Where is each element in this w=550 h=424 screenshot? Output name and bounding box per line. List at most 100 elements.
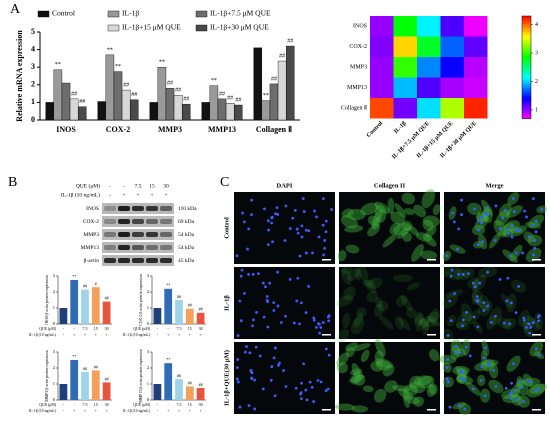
nucleus	[272, 309, 276, 312]
cell-stain	[429, 349, 440, 362]
y-tick-label: 4	[31, 44, 35, 53]
significance-label: **	[72, 354, 76, 359]
cell-stain	[403, 384, 418, 396]
nucleus	[514, 311, 518, 315]
cell-stain	[371, 216, 382, 230]
nucleus	[324, 347, 328, 351]
nucleus	[238, 405, 242, 409]
nucleus	[465, 311, 468, 314]
heatmap-cell	[464, 98, 488, 119]
blot-band	[160, 219, 172, 224]
nucleus	[494, 385, 498, 388]
nucleus	[477, 219, 480, 223]
blot-size-label: 54 kDa	[178, 232, 195, 238]
cell-stain	[415, 232, 433, 242]
blot-row-label: β-actin	[84, 258, 100, 264]
colorbar-frame	[521, 15, 532, 119]
nucleus	[288, 277, 292, 281]
nucleus	[449, 274, 453, 278]
cell-stain	[375, 360, 392, 371]
cell-stain	[347, 209, 366, 221]
heatmap-cell	[417, 36, 441, 57]
heatmap-cell	[417, 77, 441, 98]
x-row-name: QUE (μM)	[133, 327, 150, 331]
blot-header-label: +	[122, 192, 125, 198]
blot-band	[118, 232, 130, 237]
bar	[91, 287, 100, 324]
y-tick-label: 5	[31, 27, 35, 36]
heatmap-cell	[393, 57, 417, 78]
row-header: IL-1β+QUE(30 μM)	[223, 350, 230, 406]
significance-label: **	[55, 62, 61, 68]
blot-band	[146, 232, 158, 237]
nucleus	[317, 235, 321, 239]
cell-stain	[336, 352, 350, 367]
bar	[181, 103, 191, 121]
bar	[81, 372, 89, 400]
bar	[164, 363, 173, 400]
x-row-label: +	[199, 332, 202, 337]
blot-band	[160, 232, 172, 237]
blot-size-label: 54 kDa	[178, 245, 195, 251]
cell-stain	[420, 250, 438, 260]
nucleus	[253, 378, 257, 382]
heatmap-cell	[370, 36, 394, 57]
legend-label: IL-1β	[122, 9, 139, 18]
blot-band	[118, 258, 130, 263]
nucleus	[504, 386, 508, 390]
bar	[70, 280, 79, 324]
nucleus	[321, 223, 325, 227]
nucleus	[531, 321, 535, 324]
y-tick-label: 1	[53, 381, 55, 386]
scale-bar	[322, 334, 331, 336]
cell-stain	[414, 313, 425, 327]
colorbar-step	[522, 46, 531, 50]
y-axis-label: Relative mRNA expression	[15, 30, 24, 122]
cell-stain	[374, 350, 384, 366]
legend-swatch	[107, 10, 120, 18]
nucleus	[240, 268, 244, 272]
nucleus	[481, 240, 484, 244]
nucleus	[506, 276, 510, 280]
x-row-label: 30	[105, 402, 109, 407]
nucleus	[452, 220, 456, 224]
nucleus	[327, 319, 331, 323]
heatmap-cell	[417, 98, 441, 119]
colorbar-step	[522, 100, 531, 104]
micrograph	[339, 192, 440, 264]
micrograph	[234, 267, 335, 339]
nucleus	[236, 380, 240, 384]
nucleus	[307, 285, 311, 288]
nucleus	[291, 216, 295, 220]
x-row-label: -	[63, 408, 65, 413]
cell-stain	[406, 282, 421, 291]
colorbar-step	[522, 98, 531, 101]
row-label: Collagen Ⅱ	[341, 106, 367, 112]
x-row-label: 15	[188, 326, 192, 331]
nucleus	[537, 314, 541, 318]
cell-stain	[370, 361, 384, 372]
colorbar-tick-label: 1	[535, 107, 538, 113]
x-row-label: +	[167, 332, 170, 337]
y-tick-label: 0	[53, 397, 56, 402]
nucleus	[267, 219, 270, 223]
y-tick-label: 2	[147, 289, 149, 294]
cell-stain	[384, 380, 398, 393]
nucleus	[272, 356, 276, 360]
nucleus	[251, 324, 254, 328]
nucleus	[294, 386, 298, 390]
cell-stain	[377, 300, 389, 312]
nucleus	[257, 272, 260, 276]
cell-stain	[408, 225, 419, 236]
blot-band	[104, 219, 116, 224]
nucleus	[304, 311, 308, 315]
nucleus	[486, 270, 490, 274]
nucleus	[514, 251, 518, 255]
nucleus	[263, 207, 266, 211]
column-label: IL-1β	[393, 121, 407, 135]
nucleus	[273, 394, 277, 398]
nucleus	[284, 314, 287, 318]
significance-label: ##	[105, 376, 109, 381]
bar	[81, 289, 89, 324]
